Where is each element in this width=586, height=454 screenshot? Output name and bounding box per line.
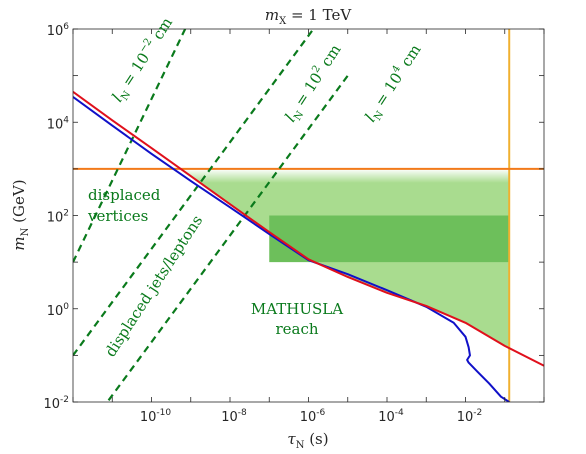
decay-length-lines	[73, 29, 349, 402]
series-line-0	[73, 90, 544, 367]
label-displaced-vertices: displaced vertices	[87, 186, 161, 225]
y-tick-label: 100	[47, 302, 70, 319]
x-axis-title: τN (s)	[287, 430, 328, 451]
x-tick-label: 10-4	[378, 408, 404, 425]
x-tick-label: 10-2	[457, 408, 483, 425]
mass-curves	[73, 90, 544, 402]
y-axis-title: mN (GeV)	[10, 179, 31, 250]
y-tick-label: 106	[47, 22, 70, 39]
mathusla-dark-band	[269, 215, 510, 263]
chart-title: mX = 1 TeV	[265, 6, 352, 27]
decay-length-line-2	[105, 74, 349, 402]
series-line-1	[73, 96, 510, 402]
x-tick-label: 10-6	[300, 408, 326, 425]
x-tick-label: 10-8	[221, 408, 247, 425]
region-top-fade	[178, 168, 510, 183]
y-tick-label: 10-2	[43, 395, 69, 412]
reference-lines	[73, 29, 544, 402]
decay-length-line-0	[73, 29, 187, 263]
label-mathusla-reach: MATHUSLA reach	[251, 300, 343, 338]
decay-length-line-1	[73, 29, 315, 357]
x-tick-label: 10-10	[140, 408, 172, 425]
y-tick-label: 102	[47, 209, 69, 226]
y-tick-label: 104	[47, 115, 70, 132]
shaded-regions	[178, 168, 510, 349]
axis-ticks: 10-10 10-8 10-6 10-4 10-2 10-2 100 102 104 106	[43, 22, 545, 425]
